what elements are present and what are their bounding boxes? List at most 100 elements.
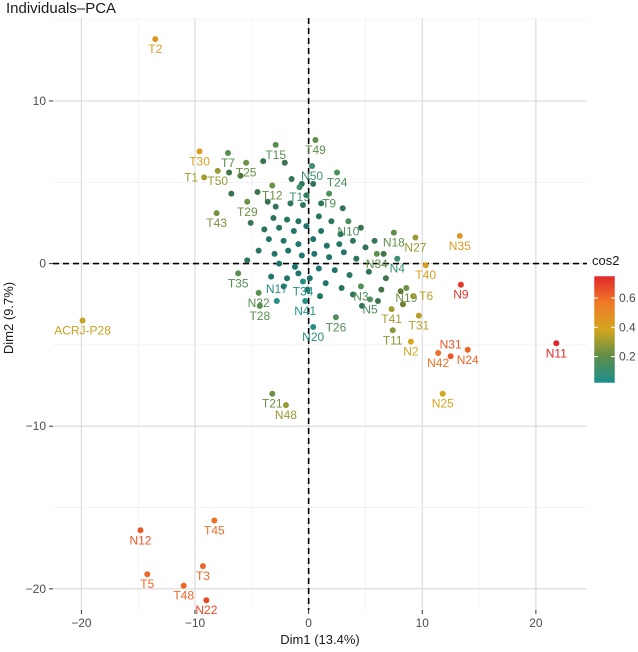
data-point — [309, 163, 316, 169]
data-point — [403, 284, 410, 291]
point-label: N11 — [546, 346, 567, 360]
data-point — [295, 218, 302, 225]
point-label: N12 — [129, 533, 151, 547]
grid-layer — [53, 18, 587, 610]
data-point — [235, 270, 242, 277]
data-point — [247, 219, 254, 226]
point-label: N19 — [395, 291, 417, 305]
data-point — [201, 174, 208, 181]
points-layer — [79, 36, 560, 604]
data-point — [299, 278, 306, 285]
point-label: T15 — [265, 148, 286, 162]
data-point — [260, 158, 267, 165]
data-point — [306, 275, 313, 282]
data-point — [272, 141, 279, 148]
data-point — [357, 224, 364, 231]
data-point — [199, 563, 206, 570]
data-point — [397, 288, 404, 295]
point-label: N3 — [353, 289, 369, 303]
data-point — [310, 180, 317, 187]
data-point — [302, 297, 309, 304]
data-point — [322, 280, 329, 287]
point-label: T28 — [249, 309, 270, 323]
data-point — [273, 297, 280, 304]
point-label: N34 — [366, 257, 388, 271]
data-point — [349, 291, 356, 298]
data-point — [332, 314, 339, 321]
data-point — [290, 228, 297, 235]
data-point — [336, 241, 343, 248]
point-label: T11 — [383, 333, 403, 347]
data-point — [213, 210, 220, 217]
data-point — [298, 252, 305, 259]
data-point — [244, 257, 251, 264]
data-point — [287, 200, 294, 207]
data-point — [357, 283, 364, 290]
point-label: T40 — [415, 268, 436, 282]
data-point — [285, 247, 292, 254]
data-point — [254, 189, 261, 196]
point-label: N10 — [337, 224, 359, 238]
point-label: N4 — [390, 262, 406, 276]
y-tick-label: 10 — [33, 94, 47, 108]
data-point — [388, 306, 395, 313]
point-label: N35 — [449, 239, 471, 253]
point-label: N31 — [440, 337, 462, 351]
data-point — [315, 213, 322, 220]
data-point — [311, 250, 318, 257]
data-point — [439, 390, 446, 397]
data-point — [79, 317, 86, 324]
data-point — [412, 234, 419, 241]
point-label: T25 — [236, 166, 257, 180]
point-label: N22 — [195, 603, 217, 617]
point-label: N20 — [302, 330, 324, 344]
data-point — [299, 202, 306, 209]
data-point — [390, 229, 397, 236]
chart-title: Individuals–PCA — [6, 0, 117, 17]
data-point — [323, 242, 330, 249]
data-point — [337, 231, 344, 238]
data-point — [349, 237, 356, 244]
data-point — [276, 260, 283, 267]
data-point — [180, 582, 187, 589]
point-label: N2 — [403, 345, 419, 359]
data-point — [265, 236, 272, 243]
data-point — [280, 237, 287, 244]
data-point — [152, 36, 159, 43]
data-point — [261, 226, 268, 233]
x-tick-label: −10 — [185, 616, 206, 630]
data-point — [380, 250, 387, 257]
data-point — [264, 198, 271, 205]
data-point — [353, 255, 360, 262]
data-point — [243, 159, 250, 166]
data-point — [269, 182, 276, 189]
point-label: T30 — [189, 154, 210, 168]
point-label: T9 — [322, 197, 336, 211]
data-point — [196, 148, 203, 155]
x-tick-label: 0 — [305, 616, 312, 630]
legend-ticks: 0.2 0.4 0.6 — [594, 291, 636, 364]
data-point — [137, 527, 144, 534]
data-point — [382, 275, 389, 282]
data-point — [456, 232, 463, 239]
legend-tick-label: 0.4 — [619, 320, 636, 334]
data-point — [304, 286, 311, 293]
point-label: T7 — [221, 156, 235, 170]
data-point — [345, 218, 352, 225]
point-label: T24 — [327, 176, 348, 190]
data-point — [224, 149, 231, 156]
data-point — [447, 353, 454, 360]
data-point — [292, 263, 299, 270]
point-label: N24 — [457, 353, 479, 367]
x-tick-label: 20 — [529, 616, 543, 630]
reference-lines — [53, 18, 587, 610]
y-axis-ticks: −20 −10 0 10 — [26, 94, 53, 596]
data-point — [284, 275, 291, 282]
data-point — [373, 250, 380, 257]
point-label: T31 — [409, 319, 430, 333]
data-point — [296, 184, 303, 191]
data-point — [334, 169, 341, 176]
data-point — [237, 172, 244, 179]
data-point — [228, 190, 235, 197]
point-label: T26 — [326, 320, 347, 334]
